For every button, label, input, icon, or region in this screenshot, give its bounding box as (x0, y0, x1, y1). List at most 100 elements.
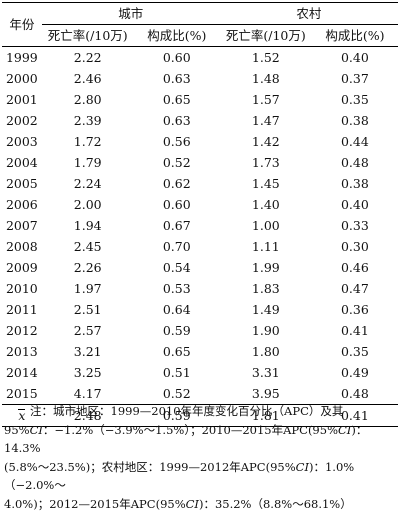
table-note: 注：城市地区：1999—2010年年度变化百分比（APC）及其 95%CI：−1… (4, 402, 396, 514)
row-rural-ratio: 0.37 (340, 71, 369, 86)
row-year: 2009 (5, 260, 38, 275)
row-year: 2006 (5, 197, 38, 212)
row-rural-rate: 1.57 (251, 92, 280, 107)
table-row: 2008 2.45 0.70 1.11 0.30 (2, 236, 398, 257)
row-urban-rate: 3.25 (73, 365, 102, 380)
row-urban-rate: 1.79 (73, 155, 102, 170)
table-row: 2005 2.24 0.62 1.45 0.38 (2, 173, 398, 194)
row-year: 2012 (5, 323, 38, 338)
row-rural-rate: 1.73 (251, 155, 280, 170)
row-rural-rate: 1.99 (251, 260, 280, 275)
row-rural-rate: 1.83 (251, 281, 280, 296)
row-rural-ratio: 0.46 (340, 260, 369, 275)
note-line-3: (5.8%～23.5%)；农村地区：1999—2012年APC(95%CI)：1… (4, 459, 355, 493)
row-urban-ratio: 0.64 (162, 302, 191, 317)
row-urban-ratio: 0.60 (162, 197, 191, 212)
row-rural-ratio: 0.35 (340, 92, 369, 107)
row-rural-ratio: 0.40 (340, 50, 369, 65)
row-urban-rate: 3.21 (73, 344, 102, 359)
row-urban-ratio: 0.65 (162, 92, 191, 107)
row-rural-ratio: 0.48 (340, 155, 369, 170)
table-row: 2001 2.80 0.65 1.57 0.35 (2, 89, 398, 110)
row-urban-rate: 2.46 (73, 71, 102, 86)
row-urban-ratio: 0.65 (162, 344, 191, 359)
row-year: 2011 (5, 302, 38, 317)
row-urban-rate: 2.26 (73, 260, 102, 275)
row-rural-rate: 1.80 (251, 344, 280, 359)
row-rural-rate: 1.45 (251, 176, 280, 191)
page: 年份 城市 农村 死亡率(/10万) 构成比(%) 死亡率(/10万) 构成比(… (0, 0, 400, 479)
table-row: 2003 1.72 0.56 1.42 0.44 (2, 131, 398, 152)
row-rural-rate: 1.40 (251, 197, 280, 212)
row-rural-rate: 3.95 (251, 386, 280, 401)
row-urban-ratio: 0.53 (162, 281, 191, 296)
row-year: 2001 (5, 92, 38, 107)
row-rural-ratio: 0.44 (340, 134, 369, 149)
row-rural-rate: 1.49 (251, 302, 280, 317)
row-urban-ratio: 0.63 (162, 71, 191, 86)
row-urban-ratio: 0.59 (162, 323, 191, 338)
row-rural-ratio: 0.48 (340, 386, 369, 401)
row-urban-ratio: 0.56 (162, 134, 191, 149)
row-year: 2008 (5, 239, 38, 254)
row-urban-ratio: 0.67 (162, 218, 191, 233)
table-row: 2002 2.39 0.63 1.47 0.38 (2, 110, 398, 131)
header-row-groups: 年份 城市 农村 (2, 2, 398, 47)
row-rural-ratio: 0.38 (340, 113, 369, 128)
urban-group-header: 城市 (41, 2, 220, 25)
urban-ratio-header: 构成比(%) (147, 28, 207, 43)
table-row: 2014 3.25 0.51 3.31 0.49 (2, 362, 398, 383)
row-rural-rate: 1.47 (251, 113, 280, 128)
row-rural-rate: 1.90 (251, 323, 280, 338)
row-year: 2015 (5, 386, 38, 401)
row-year: 2005 (5, 176, 38, 191)
row-rural-rate: 1.11 (251, 239, 280, 254)
row-urban-rate: 2.51 (73, 302, 102, 317)
row-urban-ratio: 0.60 (162, 50, 191, 65)
table-row: 2011 2.51 0.64 1.49 0.36 (2, 299, 398, 320)
row-rural-rate: 1.00 (251, 218, 280, 233)
row-urban-rate: 2.80 (73, 92, 102, 107)
table-row: 2009 2.26 0.54 1.99 0.46 (2, 257, 398, 278)
row-year: 2002 (5, 113, 38, 128)
urban-rate-header: 死亡率(/10万) (47, 28, 128, 43)
row-urban-rate: 2.22 (73, 50, 102, 65)
row-rural-ratio: 0.41 (340, 323, 369, 338)
row-rural-rate: 1.42 (251, 134, 280, 149)
row-year: 2014 (5, 365, 38, 380)
row-urban-rate: 1.97 (73, 281, 102, 296)
row-urban-rate: 1.94 (73, 218, 102, 233)
rural-rate-header: 死亡率(/10万) (225, 28, 306, 43)
row-rural-rate: 3.31 (251, 365, 280, 380)
row-urban-ratio: 0.52 (162, 155, 191, 170)
row-urban-rate: 2.00 (73, 197, 102, 212)
table-row: 2010 1.97 0.53 1.83 0.47 (2, 278, 398, 299)
row-rural-ratio: 0.36 (340, 302, 369, 317)
row-year: 2013 (5, 344, 38, 359)
table-row: 2012 2.57 0.59 1.90 0.41 (2, 320, 398, 341)
table-row: 2000 2.46 0.63 1.48 0.37 (2, 68, 398, 89)
row-urban-ratio: 0.63 (162, 113, 191, 128)
mean-urban-ratio: 0.59 (133, 404, 220, 427)
note-line-1: 注：城市地区：1999—2010年年度变化百分比（APC）及其 (30, 404, 344, 418)
mean-urban-rate: 2.48 (41, 404, 134, 427)
row-urban-rate: 2.45 (73, 239, 102, 254)
header-row-columns: 死亡率(/10万) 构成比(%) 死亡率(/10万) 构成比(%) (2, 25, 398, 47)
row-urban-ratio: 0.51 (162, 365, 191, 380)
table-row: 2004 1.79 0.52 1.73 0.48 (2, 152, 398, 173)
row-year: 2010 (5, 281, 38, 296)
row-urban-rate: 2.57 (73, 323, 102, 338)
table-row: 1999 2.22 0.60 1.52 0.40 (2, 47, 398, 69)
year-header: 年份 (2, 2, 42, 47)
table-row: 2013 3.21 0.65 1.80 0.35 (2, 341, 398, 362)
row-rural-ratio: 0.38 (340, 176, 369, 191)
table-row: 2006 2.00 0.60 1.40 0.40 (2, 194, 398, 215)
note-line-2: 95%CI：−1.2%（−3.9%～1.5%）；2010—2015年APC(95… (4, 422, 368, 456)
row-urban-ratio: 0.52 (162, 386, 191, 401)
table-row: 2015 4.17 0.52 3.95 0.48 (2, 383, 398, 405)
row-rural-ratio: 0.35 (340, 344, 369, 359)
row-urban-rate: 1.72 (73, 134, 102, 149)
row-year: 2004 (5, 155, 38, 170)
rural-group-header: 农村 (219, 2, 398, 25)
mean-rural-rate: 1.81 (219, 404, 312, 427)
